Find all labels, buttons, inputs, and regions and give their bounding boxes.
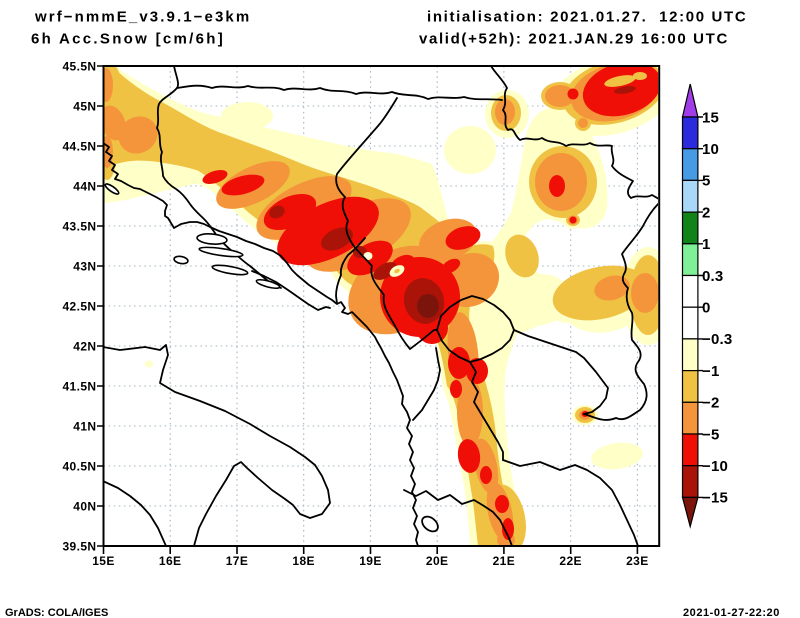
svg-text:19E: 19E	[359, 554, 382, 568]
svg-text:21E: 21E	[493, 554, 516, 568]
svg-text:2: 2	[702, 204, 711, 221]
svg-text:GrADS: COLA/IGES: GrADS: COLA/IGES	[5, 607, 108, 618]
svg-text:22E: 22E	[559, 554, 582, 568]
svg-text:41N: 41N	[73, 420, 96, 434]
svg-text:17E: 17E	[226, 554, 249, 568]
svg-text:0: 0	[702, 300, 711, 317]
svg-text:42.5N: 42.5N	[62, 300, 96, 314]
svg-text:initialisation: 2021.01.27. 1: initialisation: 2021.01.27. 12:00 UTC	[427, 9, 747, 26]
svg-text:−1: −1	[702, 363, 720, 380]
svg-text:20E: 20E	[426, 554, 449, 568]
svg-text:44N: 44N	[73, 180, 96, 194]
svg-text:45.5N: 45.5N	[62, 60, 96, 74]
svg-text:−2: −2	[702, 395, 720, 412]
svg-text:18E: 18E	[292, 554, 315, 568]
svg-text:16E: 16E	[159, 554, 182, 568]
svg-text:45N: 45N	[73, 100, 96, 114]
svg-text:43N: 43N	[73, 260, 96, 274]
svg-text:−10: −10	[702, 458, 728, 475]
svg-text:40.5N: 40.5N	[62, 460, 96, 474]
svg-text:wrf−nmmE_v3.9.1−e3km: wrf−nmmE_v3.9.1−e3km	[34, 9, 251, 26]
svg-text:0.3: 0.3	[702, 268, 723, 285]
svg-text:valid(+52h): 2021.JAN.29 16:00: valid(+52h): 2021.JAN.29 16:00 UTC	[419, 31, 729, 48]
svg-text:41.5N: 41.5N	[62, 380, 96, 394]
svg-text:15E: 15E	[92, 554, 115, 568]
svg-text:40N: 40N	[73, 500, 96, 514]
svg-text:−15: −15	[702, 490, 728, 507]
svg-text:−5: −5	[702, 426, 720, 443]
svg-text:5: 5	[702, 173, 711, 190]
svg-text:42N: 42N	[73, 340, 96, 354]
svg-text:2021-01-27-22:20: 2021-01-27-22:20	[683, 607, 780, 618]
svg-text:39.5N: 39.5N	[62, 540, 96, 554]
svg-text:6h Acc.Snow [cm/6h]: 6h Acc.Snow [cm/6h]	[31, 31, 225, 48]
svg-text:1: 1	[702, 236, 711, 253]
svg-text:−0.3: −0.3	[702, 331, 732, 348]
svg-text:23E: 23E	[626, 554, 649, 568]
svg-text:43.5N: 43.5N	[62, 220, 96, 234]
svg-text:44.5N: 44.5N	[62, 140, 96, 154]
svg-text:10: 10	[702, 141, 719, 158]
svg-text:15: 15	[702, 109, 719, 126]
